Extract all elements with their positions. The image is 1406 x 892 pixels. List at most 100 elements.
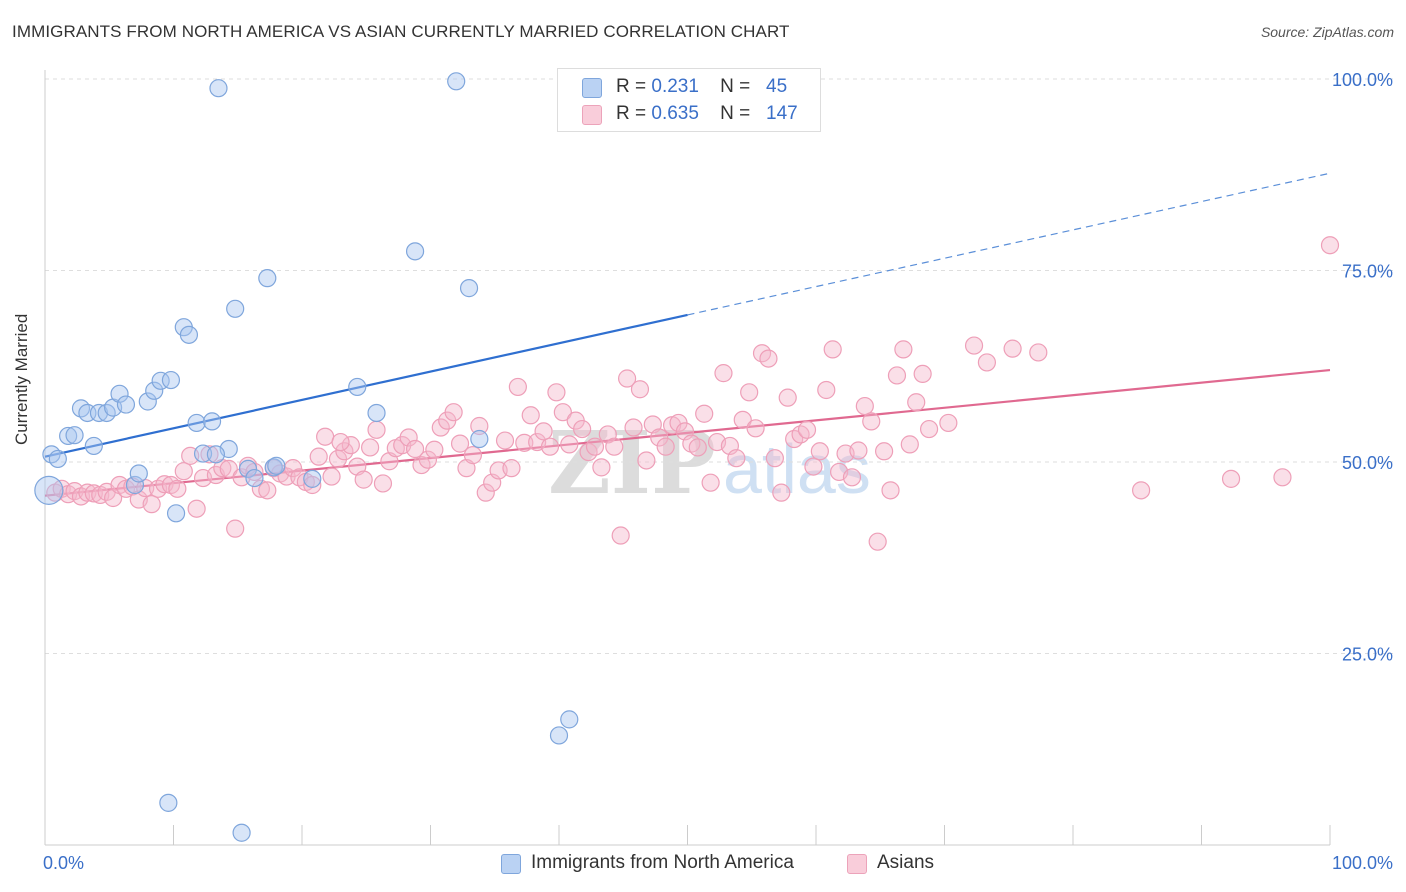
data-point-north-america bbox=[42, 445, 61, 464]
data-point-asians bbox=[142, 495, 161, 514]
data-point-asians bbox=[804, 457, 823, 476]
data-point-asians bbox=[1029, 343, 1048, 362]
data-point-asians bbox=[1221, 469, 1241, 488]
legend-swatch-blue bbox=[582, 78, 602, 98]
data-point-asians bbox=[331, 432, 350, 452]
data-point-asians bbox=[688, 438, 707, 457]
data-point-asians bbox=[354, 470, 373, 489]
legend-r-value: 0.231 bbox=[651, 76, 699, 97]
watermark-zip: ZIP bbox=[548, 413, 716, 514]
data-point-asians bbox=[785, 429, 804, 449]
data-point-asians bbox=[1003, 339, 1022, 358]
data-point-asians bbox=[791, 425, 810, 444]
y-tick-label: 75.0% bbox=[1342, 262, 1393, 282]
data-point-asians bbox=[875, 442, 894, 461]
data-point-asians bbox=[618, 369, 637, 388]
data-point-asians bbox=[399, 428, 418, 447]
data-point-north-america bbox=[161, 370, 181, 390]
data-point-north-america bbox=[348, 377, 367, 397]
data-point-north-america bbox=[206, 445, 226, 464]
data-point-north-america bbox=[129, 464, 148, 483]
legend-label: Asians bbox=[877, 852, 935, 873]
data-point-asians bbox=[913, 364, 932, 384]
data-point-asians bbox=[367, 420, 386, 439]
data-point-asians bbox=[553, 403, 572, 422]
data-point-asians bbox=[463, 446, 483, 465]
data-point-north-america bbox=[84, 436, 103, 456]
data-point-north-america bbox=[65, 426, 84, 445]
data-point-north-america bbox=[549, 726, 569, 745]
data-point-asians bbox=[778, 388, 797, 407]
data-point-north-america bbox=[232, 823, 251, 842]
data-point-asians bbox=[964, 336, 984, 355]
data-point-north-america bbox=[470, 429, 489, 449]
data-point-asians bbox=[823, 340, 842, 359]
data-point-asians bbox=[585, 437, 605, 456]
data-point-asians bbox=[322, 467, 341, 486]
data-point-asians bbox=[547, 383, 566, 402]
data-point-asians bbox=[444, 403, 463, 422]
data-point-north-america bbox=[59, 426, 78, 446]
data-point-asians bbox=[592, 458, 611, 477]
data-point-north-america bbox=[179, 325, 199, 344]
data-point-asians bbox=[740, 383, 759, 402]
data-point-north-america bbox=[151, 371, 170, 390]
data-point-asians bbox=[695, 404, 714, 423]
data-point-asians bbox=[226, 519, 245, 538]
data-point-asians bbox=[508, 377, 527, 397]
data-point-north-america bbox=[145, 381, 164, 400]
data-point-north-america bbox=[258, 269, 277, 288]
data-point-asians bbox=[797, 420, 817, 439]
data-point-asians bbox=[611, 526, 630, 545]
data-point-north-america bbox=[459, 279, 479, 298]
legend-swatch-pink bbox=[847, 854, 867, 874]
data-point-asians bbox=[405, 439, 425, 459]
data-point-asians bbox=[759, 349, 778, 368]
data-point-north-america bbox=[303, 469, 322, 488]
data-point-asians bbox=[862, 412, 881, 431]
data-point-north-america bbox=[159, 793, 178, 812]
data-point-north-america bbox=[71, 399, 91, 418]
data-point-asians bbox=[258, 481, 277, 500]
data-point-north-america bbox=[48, 449, 67, 469]
source-credit: Source: ZipAtlas.com bbox=[1260, 24, 1394, 40]
data-point-asians bbox=[573, 419, 592, 439]
data-point-asians bbox=[746, 419, 765, 438]
watermark-atlas: atlas bbox=[723, 430, 871, 508]
series-legend: Immigrants from North America Asians bbox=[0, 851, 1406, 877]
data-point-asians bbox=[251, 479, 270, 498]
data-point-asians bbox=[521, 406, 540, 425]
data-point-north-america bbox=[110, 384, 129, 403]
data-point-asians bbox=[373, 474, 393, 493]
data-point-north-america bbox=[447, 72, 466, 91]
data-point-asians bbox=[881, 481, 900, 500]
data-point-asians bbox=[540, 437, 560, 456]
trend-line-projection bbox=[687, 172, 1331, 316]
data-point-north-america bbox=[187, 413, 206, 433]
data-point-north-america bbox=[367, 403, 386, 423]
data-point-asians bbox=[727, 449, 746, 468]
watermark: ZIP atlas bbox=[548, 413, 871, 514]
data-point-asians bbox=[765, 449, 784, 468]
data-point-asians bbox=[303, 475, 322, 495]
data-point-asians bbox=[219, 459, 238, 478]
data-point-asians bbox=[431, 418, 450, 437]
legend-label: Immigrants from North America bbox=[531, 852, 794, 873]
data-point-north-america bbox=[245, 468, 264, 488]
data-point-asians bbox=[1273, 468, 1292, 487]
data-point-north-america bbox=[125, 475, 145, 495]
data-point-asians bbox=[515, 433, 534, 452]
data-point-asians bbox=[939, 413, 958, 433]
data-point-asians bbox=[316, 427, 335, 446]
y-tick-label: 25.0% bbox=[1342, 645, 1393, 665]
correlation-legend: R = 0.231 N = 45 R = 0.635 N = 147 bbox=[557, 68, 821, 132]
data-point-asians bbox=[624, 418, 643, 437]
legend-n-value: 147 bbox=[766, 103, 798, 124]
legend-n-value: 45 bbox=[766, 76, 788, 97]
data-point-asians bbox=[502, 459, 521, 478]
data-point-asians bbox=[817, 380, 836, 400]
x-tick-label: 0.0% bbox=[43, 853, 84, 873]
y-tick-label: 50.0% bbox=[1342, 453, 1393, 473]
legend-r-label: R = bbox=[616, 76, 647, 97]
